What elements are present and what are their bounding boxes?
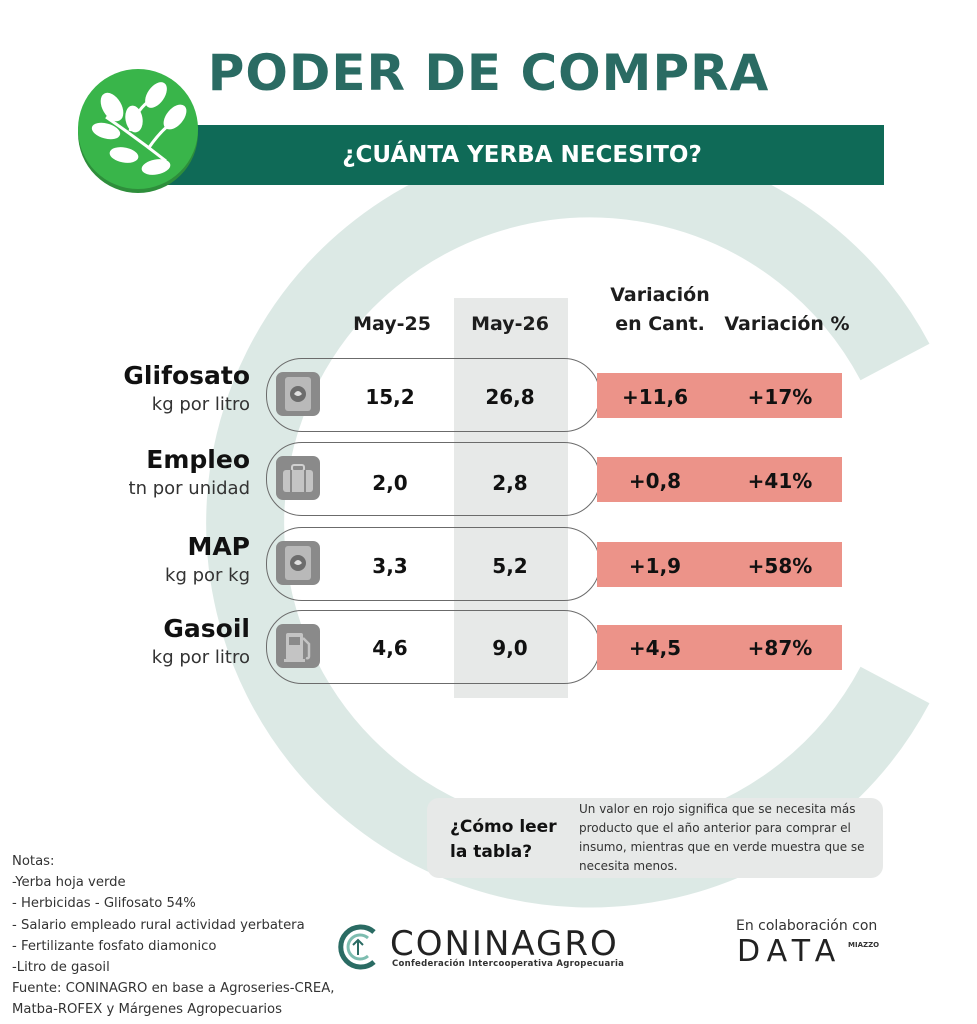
coninagro-name: CONINAGRO [390,924,619,964]
subtitle-banner [160,125,884,185]
value-may25: 2,0 [372,471,408,495]
how-to-read-explanation: Un valor en rojo significa que se necesi… [579,802,865,873]
fuel-pump-icon [276,624,320,668]
increase-bar [597,625,842,670]
row-unit: kg por litro [151,647,250,668]
miazzo-label: MIAZZO [848,941,880,949]
data-miazzo-logo: DATA [737,934,843,969]
notes-line: Notas: [12,854,55,869]
row-label: Empleo [146,445,250,474]
notes-line: - Herbicidas - Glifosato 54% [12,896,196,912]
row-label: MAP [187,532,250,561]
briefcase-icon [276,456,320,500]
value-may25: 15,2 [365,385,415,409]
may26-column-highlight [454,298,568,698]
value-var-cant: +1,9 [628,554,682,578]
value-var-pct: +87% [747,636,813,660]
header-may26: May-26 [471,313,549,335]
row-unit: kg por litro [151,394,250,415]
value-var-cant: +4,5 [628,636,682,660]
value-may26: 2,8 [492,471,528,495]
herbicide-bag-icon [276,372,320,416]
source-line: Fuente: CONINAGRO en base a Agroseries-C… [12,981,335,997]
how-to-read-question: ¿Cómo leer la tabla? [450,815,557,865]
how-to-read-line2: la tabla? [450,842,533,862]
row-unit: kg por kg [165,565,250,586]
subtitle-text: ¿CUÁNTA YERBA NECESITO? [342,142,702,168]
header-var-pct: Variación % [724,313,850,335]
notes-block: Notas: -Yerba hoja verde - Herbicidas - … [12,851,334,1021]
coninagro-subtitle: Confederación Intercooperativa Agropecua… [392,959,625,969]
value-var-cant: +0,8 [628,469,682,493]
notes-line: -Litro de gasoil [12,960,110,976]
header-var-cant-line1: Variación [610,284,710,306]
increase-bar [597,373,842,418]
value-var-pct: +41% [747,469,813,493]
row-label: Glifosato [123,361,250,390]
how-to-read-box [427,798,883,878]
increase-bar [597,542,842,587]
header-may25: May-25 [353,313,431,335]
value-may26: 9,0 [492,636,528,660]
row-label: Gasoil [163,614,250,643]
coninagro-logo-icon [338,924,376,970]
notes-line: -Yerba hoja verde [12,875,126,891]
value-may26: 26,8 [485,385,535,409]
increase-bar [597,457,842,502]
source-line: Matba-ROFEX y Márgenes Agropecuarios [12,1002,282,1018]
value-may25: 3,3 [372,554,408,578]
yerba-leaf-logo [78,69,198,189]
leaf-icon [91,82,187,175]
value-may26: 5,2 [492,554,528,578]
value-var-cant: +11,6 [621,385,689,409]
fertilizer-bag-icon [276,541,320,585]
value-var-pct: +17% [747,385,813,409]
notes-line: - Salario empleado rural actividad yerba… [12,917,305,933]
how-to-read-line1: ¿Cómo leer [450,817,557,837]
value-may25: 4,6 [372,636,408,660]
value-var-pct: +58% [747,554,813,578]
collaboration-label: En colaboración con [736,918,878,934]
row-unit: tn por unidad [128,478,250,499]
notes-line: - Fertilizante fosfato diamonico [12,938,217,954]
page-title: PODER DE COMPRA [207,44,770,102]
header-var-cant-line2: en Cant. [615,313,705,335]
